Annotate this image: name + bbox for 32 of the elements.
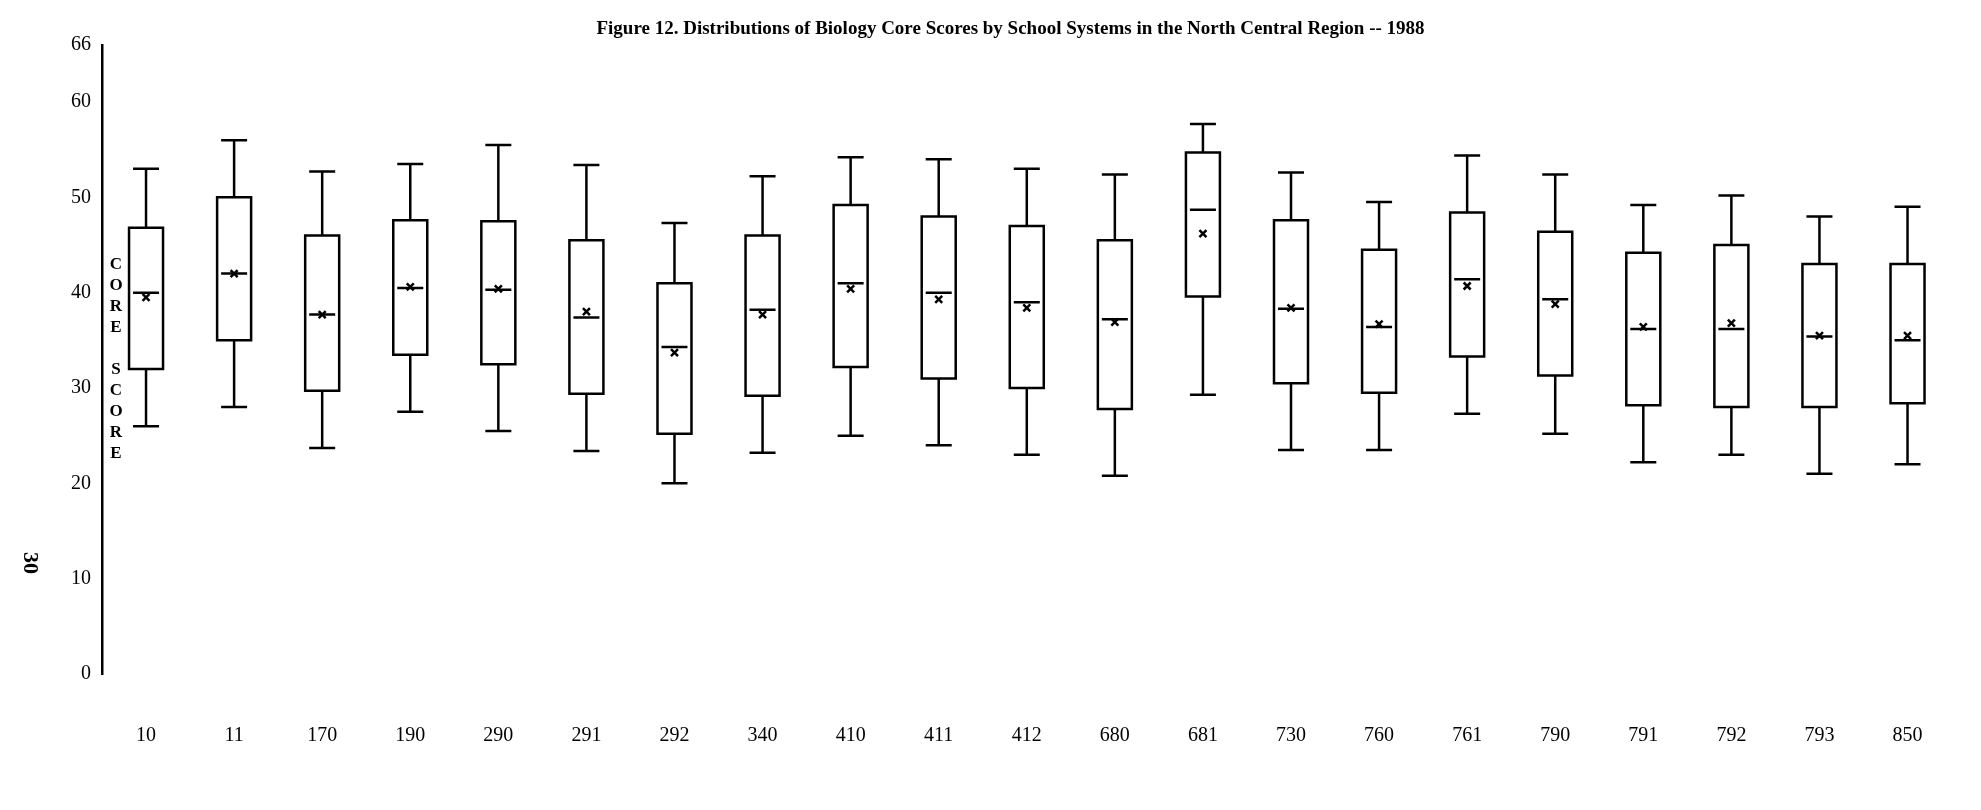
x-tick-label: 761 <box>1452 723 1483 746</box>
x-tick-label: 292 <box>659 723 690 746</box>
x-tick-label: 11 <box>224 723 244 746</box>
x-tick-label: 730 <box>1276 723 1306 746</box>
x-tick-label: 10 <box>136 723 157 746</box>
x-tick-label: 680 <box>1099 723 1130 746</box>
x-tick-label: 760 <box>1364 723 1395 746</box>
x-tick-label: 340 <box>747 723 778 746</box>
x-tick-label: 190 <box>395 723 426 746</box>
y-tick-label: 0 <box>81 661 91 684</box>
x-tick-label: 792 <box>1716 723 1747 746</box>
x-tick-label: 791 <box>1628 723 1659 746</box>
x-tick-label: 793 <box>1804 723 1835 746</box>
y-tick-label: 10 <box>71 565 91 588</box>
text: CORE SCORE <box>109 254 123 463</box>
x-tick-label: 410 <box>835 723 866 746</box>
x-tick-label: 411 <box>924 723 954 746</box>
y-tick-label: 50 <box>71 184 91 207</box>
y-tick-label: 60 <box>71 89 91 112</box>
y-tick-label: 40 <box>71 279 91 302</box>
y-tick-label: 30 <box>71 375 91 398</box>
x-tick-label: 412 <box>1011 723 1042 746</box>
x-tick-label: 291 <box>571 723 602 746</box>
x-tick-label: 790 <box>1540 723 1571 746</box>
x-tick-label: 850 <box>1892 723 1923 746</box>
y-tick-label: 20 <box>71 470 91 493</box>
x-tick-label: 170 <box>307 723 338 746</box>
x-tick-label: 290 <box>483 723 514 746</box>
text: 30 <box>19 552 45 574</box>
x-tick-label: 681 <box>1187 723 1218 746</box>
chart-title: Figure 12. Distributions of Biology Core Scores by School Systems in the North Central Region -- 1988 <box>596 17 1425 39</box>
y-tick-label: 66 <box>71 32 91 55</box>
